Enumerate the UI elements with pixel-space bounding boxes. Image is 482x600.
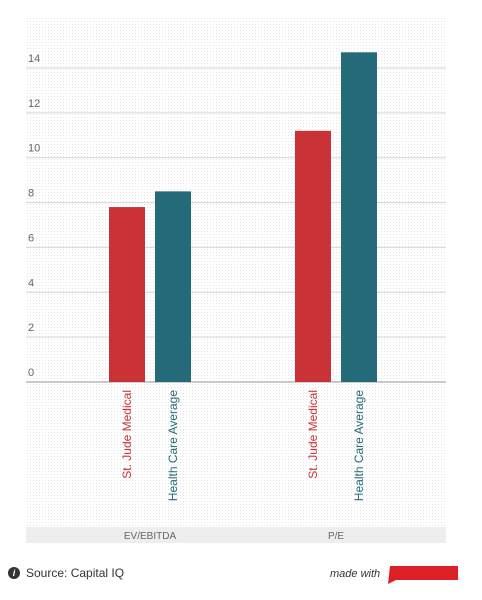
- bar: [341, 52, 377, 383]
- grid-lines: [26, 67, 446, 383]
- y-tick-label: 12: [28, 98, 40, 110]
- y-tick-label: 8: [28, 188, 34, 200]
- series-label: Health Care Average: [352, 390, 366, 502]
- series-label: St. Jude Medical: [306, 390, 320, 479]
- y-axis-ticks: 0 2 4 6 8 10 12 14: [28, 53, 40, 379]
- y-tick-label: 14: [28, 53, 40, 65]
- info-icon: i: [8, 567, 20, 579]
- category-label: P/E: [328, 531, 344, 542]
- flag-logo-icon: [388, 566, 459, 584]
- y-tick-label: 0: [28, 367, 34, 379]
- y-tick-label: 4: [28, 277, 34, 289]
- category-label: EV/EBITDA: [124, 531, 177, 542]
- category-band: [26, 527, 446, 543]
- bar: [109, 207, 145, 382]
- source-text: Source: Capital IQ: [26, 566, 125, 580]
- bar: [155, 191, 191, 382]
- bars: [109, 52, 377, 383]
- series-label: St. Jude Medical: [120, 390, 134, 479]
- series-labels: St. Jude Medical Health Care Average St. J…: [120, 390, 366, 502]
- y-tick-label: 10: [28, 143, 40, 155]
- y-tick-label: 6: [28, 232, 34, 244]
- plot-background: [26, 18, 446, 540]
- category-labels: EV/EBITDA P/E: [124, 531, 345, 542]
- source-note: i Source: Capital IQ: [8, 566, 124, 580]
- made-with-badge[interactable]: made with: [330, 562, 460, 586]
- series-label: Health Care Average: [166, 390, 180, 502]
- y-tick-label: 2: [28, 322, 34, 334]
- made-with-text: made with: [330, 568, 381, 580]
- category-band-bg: [26, 527, 446, 543]
- bar-chart: 0 2 4 6 8 10 12 14 St. Jude Medical Health Care …: [26, 18, 446, 543]
- bar: [295, 130, 331, 382]
